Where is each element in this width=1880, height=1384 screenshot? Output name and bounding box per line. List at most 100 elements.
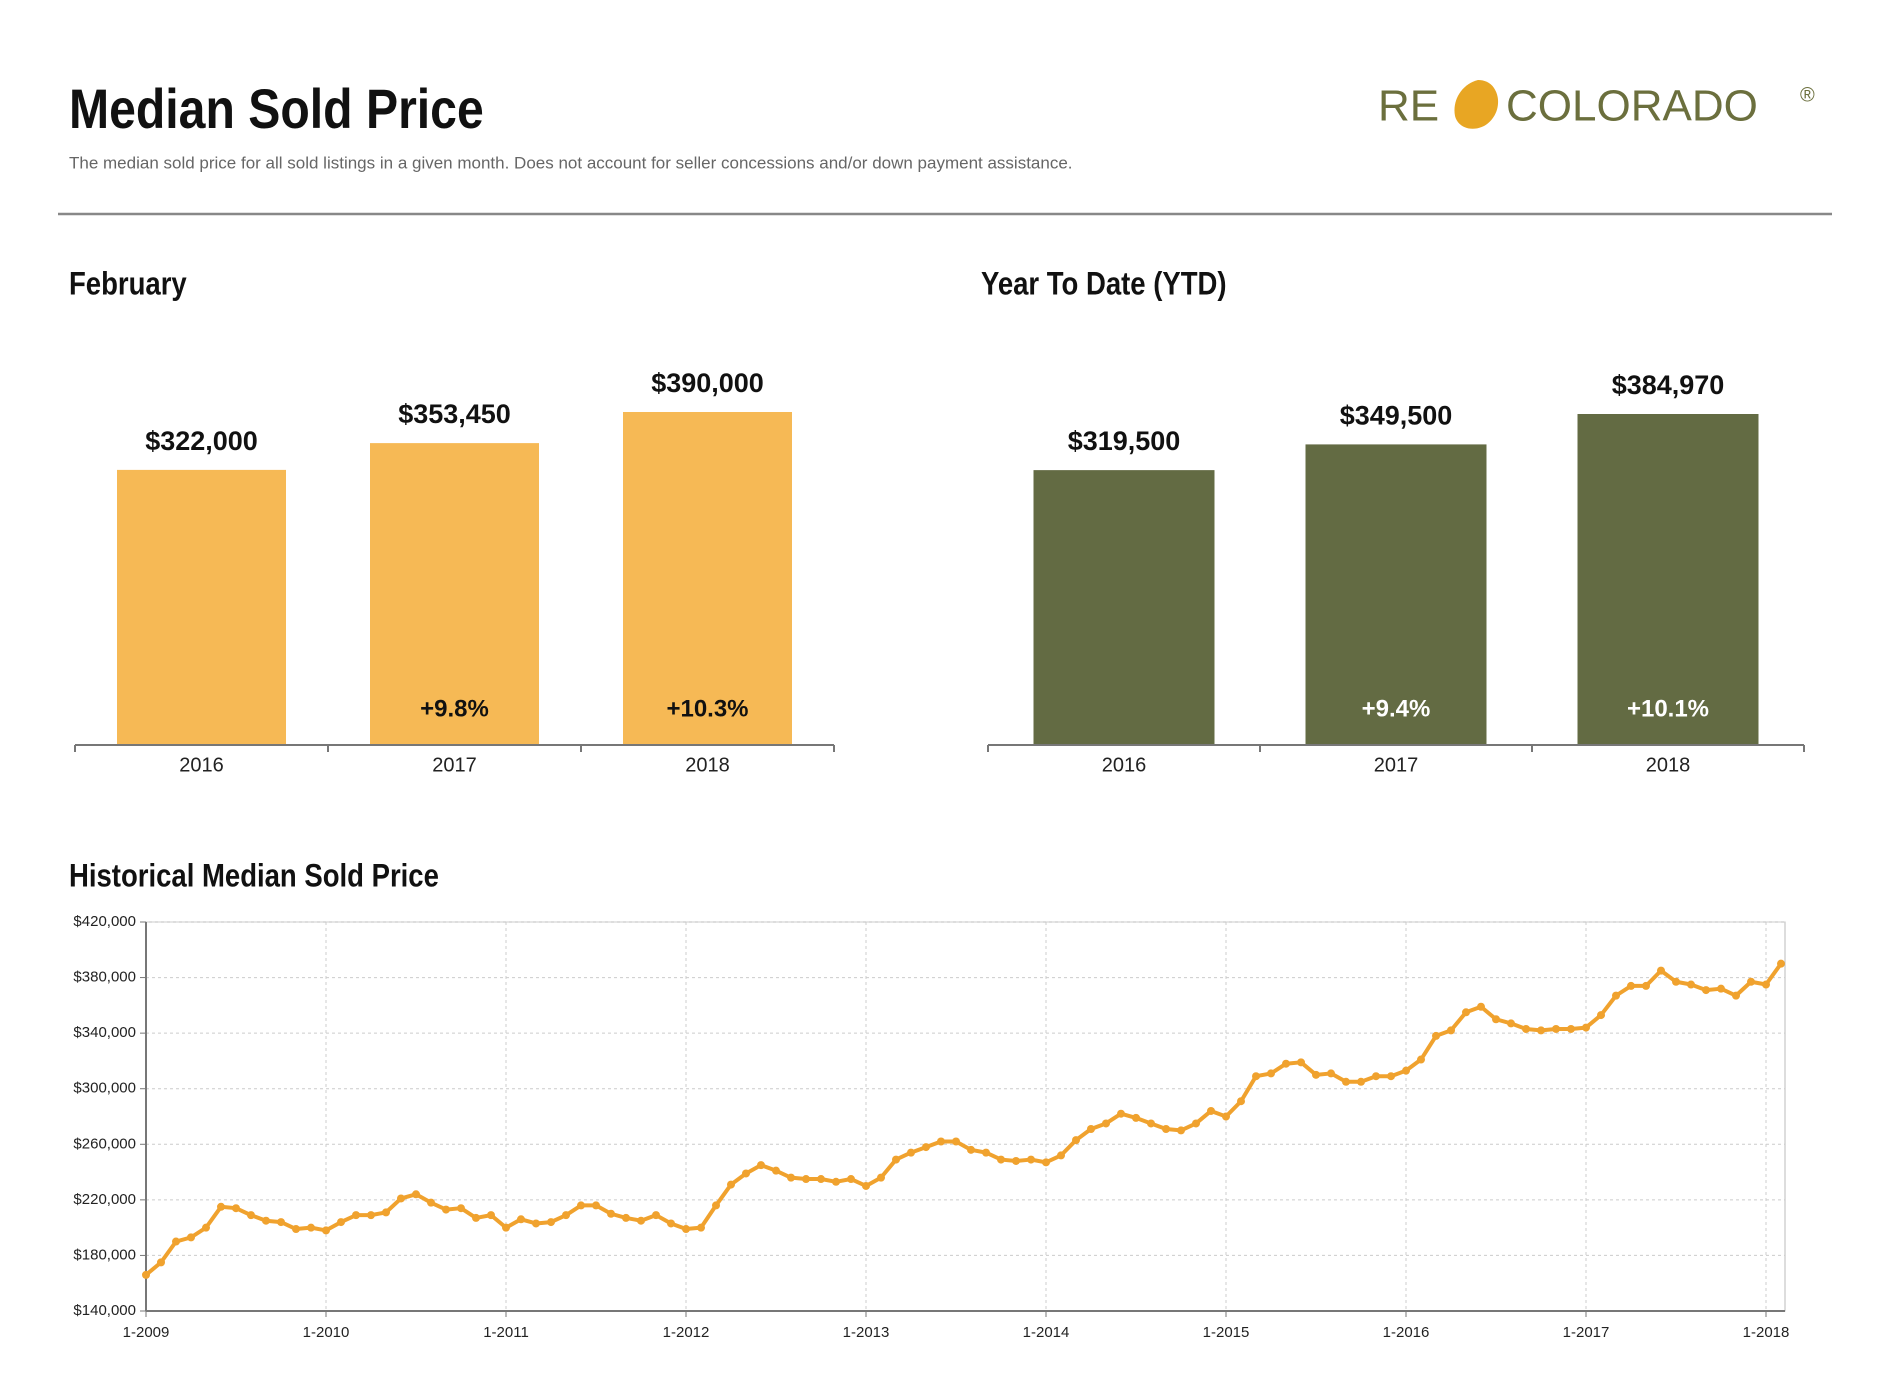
x-tick-label: 1-2014 (1023, 1324, 1070, 1341)
value-label: $390,000 (651, 368, 764, 398)
point (1162, 1125, 1170, 1134)
point (1597, 1011, 1605, 1020)
point (1072, 1136, 1080, 1145)
point (1222, 1112, 1230, 1121)
point (292, 1225, 300, 1234)
x-tick-label: 2018 (1646, 754, 1691, 776)
point (562, 1211, 570, 1220)
point (532, 1219, 540, 1228)
point (487, 1211, 495, 1220)
point (247, 1211, 255, 1220)
point (862, 1181, 870, 1190)
point (382, 1208, 390, 1217)
point (847, 1175, 855, 1184)
point (1612, 991, 1620, 1000)
page-title: Median Sold Price (69, 78, 484, 140)
point (1087, 1125, 1095, 1134)
point (802, 1175, 810, 1184)
point (1282, 1059, 1290, 1068)
point (352, 1211, 360, 1220)
point (682, 1225, 690, 1234)
x-tick-label: 2016 (1102, 754, 1147, 776)
point (997, 1155, 1005, 1164)
point (922, 1143, 930, 1152)
point (1027, 1155, 1035, 1164)
x-tick-label: 1-2009 (123, 1324, 170, 1341)
point (1732, 991, 1740, 1000)
point (772, 1166, 780, 1175)
point (952, 1137, 960, 1146)
point (1687, 980, 1695, 989)
x-tick-label: 1-2013 (843, 1324, 890, 1341)
change-label: +9.8% (420, 695, 489, 722)
point (547, 1218, 555, 1227)
point (1387, 1072, 1395, 1081)
y-tick-label: $420,000 (73, 913, 136, 930)
point (1297, 1058, 1305, 1067)
value-label: $353,450 (398, 399, 511, 429)
point (577, 1201, 585, 1210)
point (1042, 1158, 1050, 1167)
point (502, 1223, 510, 1232)
point (817, 1175, 825, 1184)
point (1057, 1151, 1065, 1160)
point (457, 1204, 465, 1213)
point (697, 1223, 705, 1232)
point (1432, 1031, 1440, 1040)
x-tick-label: 1-2012 (663, 1324, 710, 1341)
point (142, 1270, 150, 1279)
point (1522, 1024, 1530, 1033)
y-tick-label: $260,000 (73, 1135, 136, 1152)
point (322, 1226, 330, 1235)
plot-frame (145, 921, 1786, 1312)
point (1582, 1023, 1590, 1032)
point (172, 1237, 180, 1246)
point (1342, 1077, 1350, 1086)
x-tick-label: 2017 (1374, 754, 1419, 776)
point (1672, 977, 1680, 986)
point (472, 1213, 480, 1222)
point (607, 1209, 615, 1218)
point (412, 1190, 420, 1199)
point (232, 1204, 240, 1213)
logo-left: RE (1378, 82, 1439, 131)
y-tick-label: $140,000 (73, 1302, 136, 1319)
point (1117, 1109, 1125, 1118)
point (727, 1180, 735, 1189)
point (1012, 1156, 1020, 1165)
point (1717, 984, 1725, 993)
point (1507, 1019, 1515, 1028)
point (1567, 1024, 1575, 1033)
point (1537, 1026, 1545, 1035)
bar (117, 469, 286, 744)
point (1252, 1072, 1260, 1081)
point (1747, 977, 1755, 986)
point (1702, 986, 1710, 995)
point (1447, 1026, 1455, 1035)
point (592, 1201, 600, 1210)
x-tick-label: 1-2018 (1743, 1324, 1790, 1341)
point (1147, 1119, 1155, 1128)
point (877, 1173, 885, 1182)
point (1777, 959, 1785, 968)
point (1462, 1008, 1470, 1017)
value-label: $384,970 (1612, 370, 1725, 400)
point (157, 1258, 165, 1267)
point (907, 1148, 915, 1157)
point (1492, 1015, 1500, 1024)
y-tick-label: $180,000 (73, 1246, 136, 1263)
bar (370, 443, 539, 744)
point (982, 1148, 990, 1157)
y-tick-label: $340,000 (73, 1024, 136, 1041)
point (517, 1215, 525, 1224)
y-tick-label: $220,000 (73, 1191, 136, 1208)
point (217, 1202, 225, 1211)
x-tick-label: 2018 (685, 754, 730, 776)
point (1627, 981, 1635, 990)
logo-right: COLORADO (1506, 82, 1758, 131)
point (787, 1173, 795, 1182)
point (1132, 1113, 1140, 1122)
point (652, 1211, 660, 1220)
change-label: +10.1% (1627, 695, 1709, 722)
